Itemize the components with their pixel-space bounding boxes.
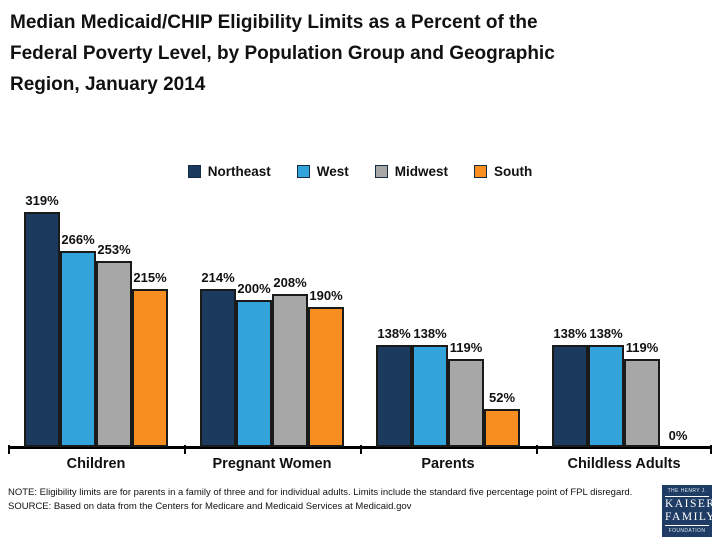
bar-value-label-south-childless-adults: 0% [668, 428, 688, 443]
legend-swatch-midwest [374, 165, 388, 178]
bar-south-pregnant-women [308, 307, 344, 447]
bar-value-label-midwest-pregnant-women: 208% [273, 275, 307, 290]
legend-item-south: South [474, 164, 532, 179]
legend-label-west: West [316, 164, 349, 179]
bar-west-pregnant-women [236, 300, 272, 447]
bar-value-label-midwest-childless-adults: 119% [625, 340, 659, 355]
bar-northeast-children [24, 212, 60, 447]
bar-value-label-midwest-parents: 119% [449, 340, 483, 355]
logo-text-family: FAMILY [665, 511, 717, 523]
legend-swatch-west [296, 165, 310, 178]
category-label-pregnant-women: Pregnant Women [212, 456, 332, 472]
chart-title: Median Medicaid/CHIP Eligibility Limits … [10, 12, 555, 95]
bar-value-label-south-parents: 52% [488, 390, 516, 405]
bar-northeast-parents [376, 345, 412, 447]
x-axis-tick [710, 445, 712, 454]
bar-south-children [132, 289, 168, 447]
footnotes: NOTE: Eligibility limits are for parents… [8, 486, 656, 514]
logo-text-kaiser: KAISER [665, 497, 716, 510]
bar-value-label-south-pregnant-women: 190% [309, 288, 343, 303]
bar-south-parents [484, 409, 520, 447]
bar-value-label-midwest-children: 253% [97, 242, 131, 257]
bar-midwest-childless-adults [624, 359, 660, 447]
x-axis-tick [360, 445, 362, 454]
bar-west-parents [412, 345, 448, 447]
legend-swatch-south [474, 165, 488, 178]
bar-west-children [60, 251, 96, 447]
bar-northeast-childless-adults [552, 345, 588, 447]
bar-value-label-northeast-pregnant-women: 214% [201, 270, 235, 285]
bar-value-label-south-children: 215% [133, 270, 167, 285]
x-axis-tick [184, 445, 186, 454]
bar-value-label-northeast-children: 319% [25, 193, 59, 208]
x-axis-tick [536, 445, 538, 454]
bar-value-label-west-childless-adults: 138% [589, 326, 623, 341]
note-text: NOTE: Eligibility limits are for parents… [8, 487, 633, 498]
kaiser-family-foundation-logo: THE HENRY J. KAISER FAMILY FOUNDATION [662, 485, 717, 537]
category-label-children: Children [66, 456, 126, 472]
legend-label-midwest: Midwest [394, 164, 449, 179]
legend-swatch-northeast [187, 165, 201, 178]
logo-text-top: THE HENRY J. [667, 487, 707, 494]
logo-text-main: KAISER FAMILY [665, 495, 717, 527]
chart-legend: Northeast West Midwest South [0, 164, 720, 179]
x-axis-tick [8, 445, 10, 454]
bar-value-label-west-parents: 138% [413, 326, 447, 341]
category-label-childless-adults: Childless Adults [567, 456, 681, 472]
bar-value-label-west-pregnant-women: 200% [237, 281, 271, 296]
legend-label-south: South [494, 164, 533, 179]
bar-value-label-west-children: 266% [61, 232, 95, 247]
category-label-parents: Parents [421, 456, 475, 472]
legend-item-west: West [296, 164, 349, 179]
bar-midwest-parents [448, 359, 484, 447]
bar-value-label-northeast-parents: 138% [377, 326, 411, 341]
plot-area: 319% 266% 253% 215% 214% 200% 208% 190% 138% 138%… [8, 190, 712, 454]
x-axis-category-labels: Children Pregnant Women Parents Childless A… [8, 456, 712, 472]
bar-midwest-pregnant-women [272, 294, 308, 447]
bar-value-label-northeast-childless-adults: 138% [553, 326, 587, 341]
source-text: SOURCE: Based on data from the Centers f… [8, 501, 412, 513]
legend-item-midwest: Midwest [374, 164, 449, 179]
bar-northeast-pregnant-women [200, 289, 236, 447]
legend-label-northeast: Northeast [207, 164, 271, 179]
bar-midwest-children [96, 261, 132, 447]
bar-west-childless-adults [588, 345, 624, 447]
logo-text-bottom: FOUNDATION [668, 528, 706, 535]
legend-item-northeast: Northeast [187, 164, 271, 179]
